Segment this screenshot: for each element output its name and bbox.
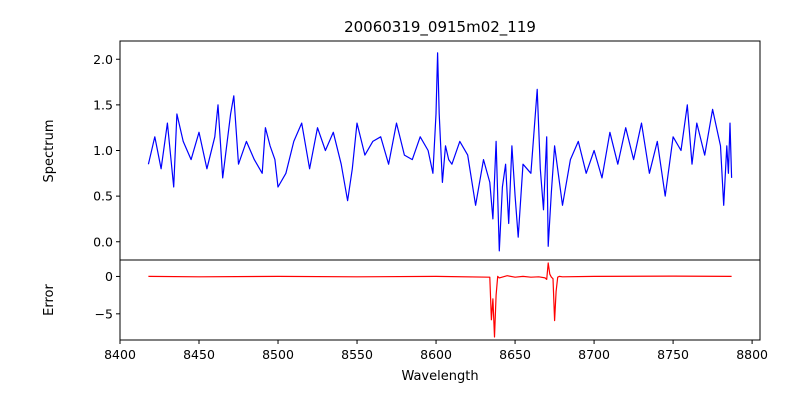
error-y-axis-label: Error <box>42 284 57 316</box>
spectrum-panel: 0.0 0.5 1.0 1.5 2.0 Spectrum <box>42 40 761 261</box>
x-tick-label: 8450 <box>183 347 215 362</box>
x-tick-label: 8650 <box>499 347 531 362</box>
spectrum-y-axis-label: Spectrum <box>42 120 57 183</box>
error-series <box>148 262 732 338</box>
x-tick-label: 8400 <box>104 347 136 362</box>
x-tick-label: 8750 <box>657 347 689 362</box>
spectrum-y-tick-label: 1.0 <box>93 143 113 158</box>
x-tick-label: 8600 <box>420 347 452 362</box>
spectrum-series <box>147 52 733 252</box>
error-axes-frame <box>119 259 761 341</box>
error-x-ticks: 8400 8450 8500 8550 8600 8650 8700 8750 8800 <box>104 340 768 362</box>
error-y-tick-label: −5 <box>95 306 113 321</box>
error-panel: 0 −5 8400 8450 8500 8550 8600 8650 8700 8750 8800… <box>42 259 768 384</box>
chart-title: 20060319_0915m02_119 <box>344 18 536 37</box>
spectrum-y-tick-label: 1.5 <box>93 97 113 112</box>
spectrum-y-ticks: 0.0 0.5 1.0 1.5 2.0 <box>93 52 120 249</box>
error-y-ticks: 0 −5 <box>95 269 120 321</box>
x-tick-label: 8550 <box>341 347 373 362</box>
error-y-tick-label: 0 <box>105 269 113 284</box>
x-tick-label: 8800 <box>736 347 768 362</box>
spectrum-y-tick-label: 0.5 <box>93 189 113 204</box>
spectrum-line-spectrum <box>147 52 733 252</box>
spectrum-y-tick-label: 2.0 <box>93 52 113 67</box>
spectrum-y-tick-label: 0.0 <box>93 234 113 249</box>
x-tick-label: 8700 <box>578 347 610 362</box>
x-tick-label: 8500 <box>262 347 294 362</box>
x-axis-label: Wavelength <box>401 369 478 384</box>
error-line-error <box>148 262 732 338</box>
